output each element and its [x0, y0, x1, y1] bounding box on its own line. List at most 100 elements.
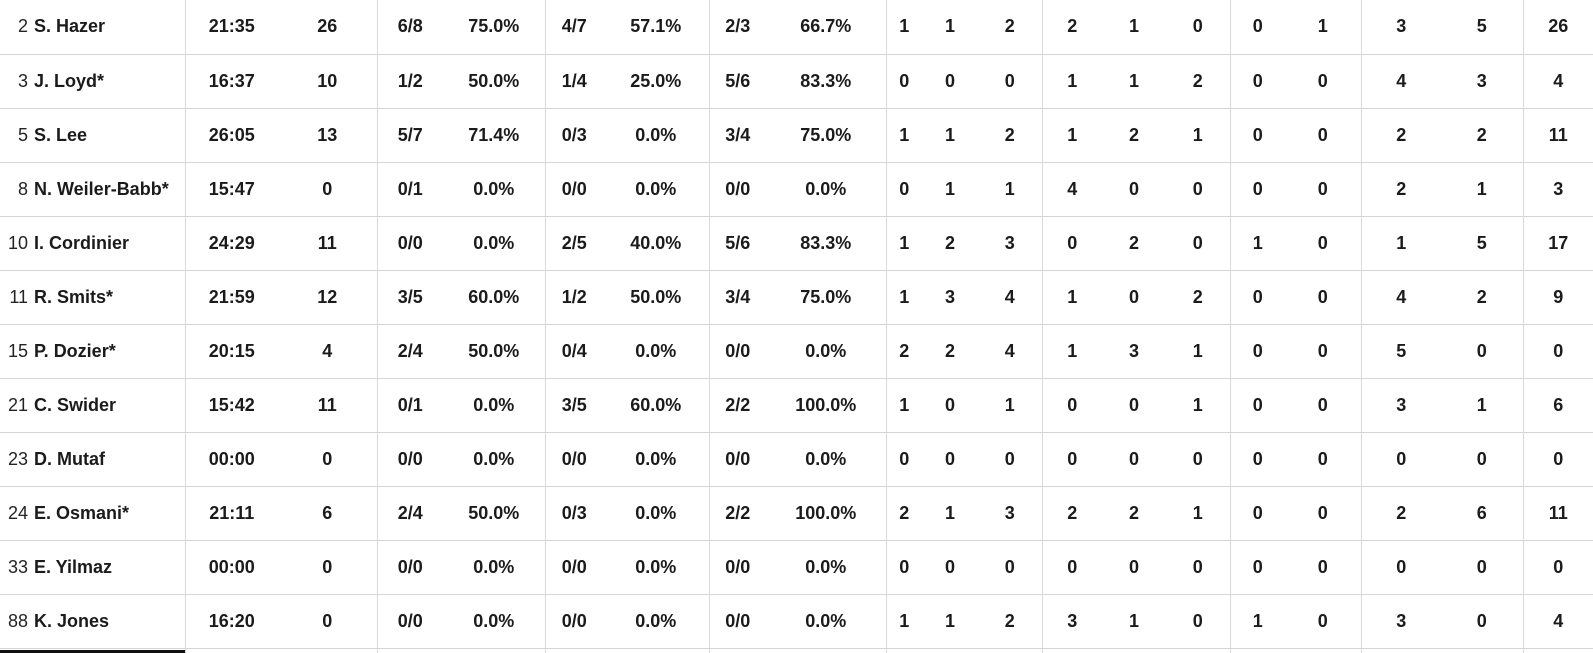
stat-cell: 0.0%	[443, 540, 546, 594]
stat-cell: 2	[978, 0, 1043, 54]
stat-cell: 0	[1252, 286, 1263, 307]
stat-cell: 0.0%	[603, 432, 710, 486]
stat-cell: 24:29	[208, 232, 255, 253]
table-row: 15 P. Dozier* 20:15 4 2/4 50.0% 0/4 0.0% 0/0 0.0%…	[0, 324, 1593, 378]
player-name: R. Smits*	[34, 286, 114, 307]
stat-cell: 0/0	[561, 448, 587, 469]
player-name: S. Lee	[34, 124, 88, 145]
stat-cell: 1	[1166, 108, 1231, 162]
player-cell: 5 S. Lee	[0, 108, 186, 162]
stat-cell: 1/4	[561, 70, 587, 91]
stat-cell: 2/2	[725, 502, 751, 523]
stat-cell: 2	[1128, 502, 1139, 523]
stat-cell: 26:05	[208, 124, 255, 145]
stat-cell: 0	[1166, 216, 1231, 270]
stat-cell: 0.0%	[443, 432, 546, 486]
stat-cell: 0	[1285, 162, 1362, 216]
stat-cell: 0	[1128, 178, 1139, 199]
stat-cell: 1	[978, 378, 1043, 432]
stat-cell: 6	[1441, 486, 1524, 540]
stat-cell: 3	[944, 286, 955, 307]
stat-cell: 4	[978, 270, 1043, 324]
stat-cell: 2	[1396, 502, 1407, 523]
stat-cell: 0	[278, 594, 378, 648]
stat-cell: 0.0%	[443, 378, 546, 432]
stat-cell: 9	[1553, 286, 1564, 307]
stat-cell: 2	[978, 594, 1043, 648]
stat-cell: 0	[278, 540, 378, 594]
stat-cell: 0	[1553, 556, 1564, 577]
stat-cell: 25.0%	[603, 54, 710, 108]
next-row-dark-edge	[0, 649, 185, 653]
stat-cell: 2	[1441, 108, 1524, 162]
stat-cell: 60.0%	[603, 378, 710, 432]
stat-cell: 0	[899, 448, 910, 469]
stat-cell: 0.0%	[766, 432, 887, 486]
stat-cell: 0.0%	[603, 486, 710, 540]
table-row: 24 E. Osmani* 21:11 6 2/4 50.0% 0/3 0.0% 2/2 100.…	[0, 486, 1593, 540]
stat-cell: 2/4	[397, 502, 423, 523]
stat-cell: 0	[944, 448, 955, 469]
stat-cell: 21:59	[208, 286, 255, 307]
player-cell: 15 P. Dozier*	[0, 324, 186, 378]
player-number: 3	[17, 70, 28, 91]
stat-cell: 1	[1441, 162, 1524, 216]
stat-cell: 1	[1128, 16, 1139, 37]
stat-cell: 0	[978, 432, 1043, 486]
stat-cell: 4	[1396, 286, 1407, 307]
stat-cell: 0	[1441, 540, 1524, 594]
stat-cell: 0	[1285, 324, 1362, 378]
stat-cell: 1/2	[397, 70, 423, 91]
stat-cell: 0	[899, 556, 910, 577]
stat-cell: 6	[278, 486, 378, 540]
stat-cell: 1/2	[561, 286, 587, 307]
stat-cell: 0	[1285, 270, 1362, 324]
stat-cell: 2/5	[561, 232, 587, 253]
stat-cell: 4	[278, 324, 378, 378]
player-number: 24	[7, 502, 28, 523]
stat-cell: 0.0%	[766, 162, 887, 216]
stat-cell: 2/4	[397, 340, 423, 361]
stat-cell: 5	[1396, 340, 1407, 361]
stat-cell: 50.0%	[443, 486, 546, 540]
stat-cell: 21:11	[209, 502, 255, 523]
stat-cell: 0	[1166, 540, 1231, 594]
stat-cell: 6	[1553, 394, 1564, 415]
stat-cell: 2	[1396, 124, 1407, 145]
stat-cell: 50.0%	[603, 270, 710, 324]
stat-cell: 0	[1067, 556, 1078, 577]
stat-cell: 1	[899, 232, 910, 253]
table-row: 3 J. Loyd* 16:37 10 1/2 50.0% 1/4 25.0% 5/6 83.3%…	[0, 54, 1593, 108]
stat-cell: 0	[1285, 378, 1362, 432]
stat-cell: 100.0%	[766, 486, 887, 540]
stat-cell: 0/0	[725, 178, 751, 199]
stat-cell: 0/3	[561, 124, 587, 145]
stat-cell: 0	[1252, 124, 1263, 145]
stat-cell: 0	[1252, 340, 1263, 361]
stat-cell: 4	[1067, 178, 1078, 199]
gridline	[377, 648, 378, 653]
stat-cell: 1	[1252, 610, 1263, 631]
stat-cell: 0	[1252, 556, 1263, 577]
stat-cell: 0/1	[397, 178, 423, 199]
table-row: 10 I. Cordinier 24:29 11 0/0 0.0% 2/5 40.0% 5/6 8…	[0, 216, 1593, 270]
stat-cell: 83.3%	[766, 54, 887, 108]
stat-cell: 0	[1252, 70, 1263, 91]
stat-cell: 0	[1252, 16, 1263, 37]
player-number: 10	[7, 232, 28, 253]
player-number: 5	[17, 124, 28, 145]
player-number: 15	[7, 340, 28, 361]
stat-cell: 50.0%	[443, 324, 546, 378]
stat-cell: 3	[1441, 54, 1524, 108]
stat-cell: 75.0%	[766, 270, 887, 324]
stat-cell: 4	[978, 324, 1043, 378]
stat-cell: 0	[1396, 448, 1407, 469]
stat-cell: 12	[278, 270, 378, 324]
stat-cell: 1	[899, 394, 910, 415]
stat-cell: 0	[1285, 486, 1362, 540]
stat-cell: 71.4%	[443, 108, 546, 162]
stat-cell: 1	[1252, 232, 1263, 253]
player-number: 2	[17, 16, 28, 37]
stat-cell: 0/0	[397, 610, 423, 631]
